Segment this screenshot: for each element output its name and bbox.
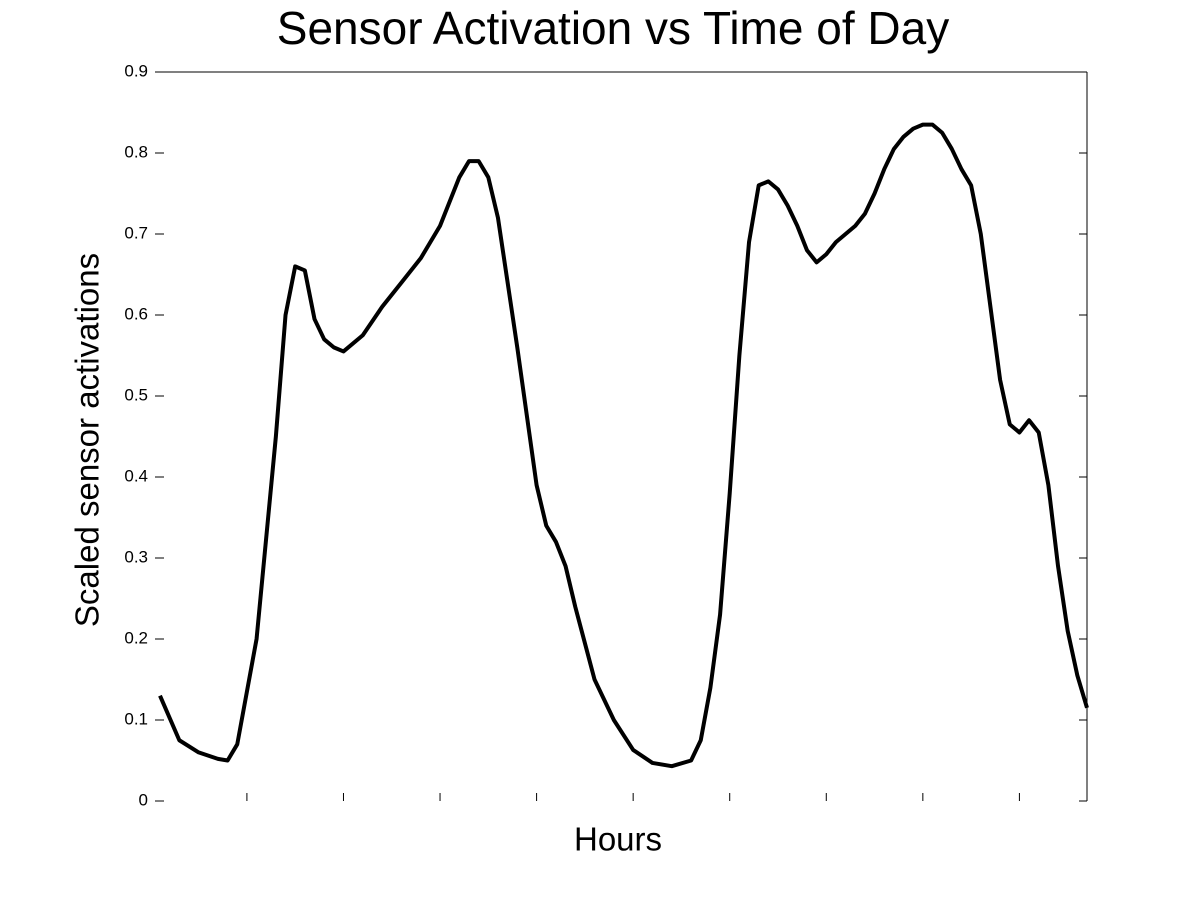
y-tick-label: 0.3 xyxy=(124,547,148,566)
y-axis-label: Scaled sensor activations xyxy=(69,253,106,627)
y-tick-label: 0.9 xyxy=(124,61,148,80)
y-tick-label: 0.6 xyxy=(124,304,148,323)
y-tick-label: 0.8 xyxy=(124,142,148,161)
y-tick-label: 0.4 xyxy=(124,466,148,485)
y-tick-label: 0.1 xyxy=(124,709,148,728)
x-axis-label: Hours xyxy=(574,821,662,858)
y-tick-label: 0.5 xyxy=(124,385,148,404)
y-tick-label: 0 xyxy=(139,790,148,809)
y-tick-label: 0.2 xyxy=(124,628,148,647)
y-tick-label: 0.7 xyxy=(124,223,148,242)
data-line xyxy=(158,122,1089,769)
chart-title: Sensor Activation vs Time of Day xyxy=(277,2,949,54)
